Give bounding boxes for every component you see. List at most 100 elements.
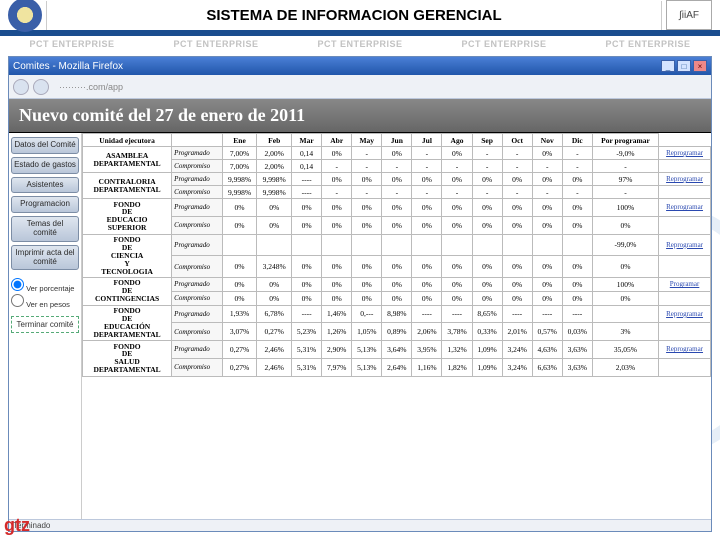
empty-link-cell [659, 160, 711, 173]
row-label-cell: Programado [172, 305, 223, 323]
radio-percent[interactable]: Ver porcentaje [11, 278, 79, 294]
value-cell [292, 234, 322, 256]
value-cell: 0% [382, 256, 412, 278]
reprogram-link[interactable]: Reprogramar [659, 199, 711, 217]
value-cell: - [472, 186, 502, 199]
value-cell: 0% [412, 173, 442, 186]
value-cell: 0% [222, 277, 257, 291]
value-cell: 0% [532, 256, 562, 278]
value-cell: 0% [382, 147, 412, 160]
table-row: Compromiso3,07%0,27%5,23%1,26%1,05%0,89%… [83, 323, 711, 341]
value-cell: - [442, 186, 472, 199]
value-cell: 0% [382, 291, 412, 305]
sidemenu-button[interactable]: Datos del Comité [11, 137, 79, 154]
table-row: Compromiso7,00%2,00%0,14---------- [83, 160, 711, 173]
table-row: FONDODEEDUCACIOSUPERIORProgramado0%0%0%0… [83, 199, 711, 217]
radio-pesos[interactable]: Ver en pesos [11, 294, 79, 310]
value-cell: 0% [412, 277, 442, 291]
close-button[interactable]: × [693, 60, 707, 72]
value-cell: 0% [442, 173, 472, 186]
value-cell: 0% [322, 256, 352, 278]
value-cell: 2,00% [257, 160, 292, 173]
value-cell: 8,98% [382, 305, 412, 323]
unit-name-cell: FONDODEEDUCACIÓNDEPARTAMENTAL [83, 305, 172, 341]
value-cell [472, 234, 502, 256]
row-label-cell: Compromiso [172, 256, 223, 278]
sidemenu-button[interactable]: Imprimir acta del comité [11, 245, 79, 271]
unit-name-cell: FONDODECONTINGENCIAS [83, 277, 172, 305]
value-cell: 0% [292, 256, 322, 278]
value-cell: 0% [532, 291, 562, 305]
unit-name-cell: FONDODESALUDDEPARTAMENTAL [83, 341, 172, 377]
table-column-header: Por programar [592, 134, 658, 147]
value-cell: 1,26% [322, 323, 352, 341]
address-bar[interactable]: ·········.com/app [59, 82, 707, 92]
value-cell: 0% [472, 291, 502, 305]
terminar-button[interactable]: Terminar comité [11, 316, 79, 333]
sidemenu-button[interactable]: Programacion [11, 196, 79, 213]
value-cell: 0% [532, 199, 562, 217]
view-mode-radios: Ver porcentaje Ver en pesos [11, 278, 79, 310]
value-cell [222, 234, 257, 256]
table-column-header: Abr [322, 134, 352, 147]
row-label-cell: Compromiso [172, 323, 223, 341]
sidemenu-button[interactable]: Estado de gastos [11, 157, 79, 174]
value-cell: 0,14 [292, 147, 322, 160]
value-cell: 100% [592, 277, 658, 291]
sidemenu-button[interactable]: Temas del comité [11, 216, 79, 242]
value-cell: - [322, 186, 352, 199]
empty-link-cell [659, 323, 711, 341]
forward-button[interactable] [33, 79, 49, 95]
reprogram-link[interactable]: Reprogramar [659, 234, 711, 256]
value-cell: 3,63% [562, 358, 592, 376]
table-column-header: Ago [442, 134, 472, 147]
slide-title: SISTEMA DE INFORMACION GERENCIAL [46, 1, 662, 30]
value-cell: 5,31% [292, 358, 322, 376]
value-cell: 0,03% [562, 323, 592, 341]
value-cell: - [562, 186, 592, 199]
value-cell: 5,23% [292, 323, 322, 341]
value-cell: - [352, 160, 382, 173]
empty-link-cell [659, 291, 711, 305]
maximize-button[interactable]: □ [677, 60, 691, 72]
value-cell [257, 234, 292, 256]
value-cell: 0% [257, 277, 292, 291]
value-cell: 0% [472, 199, 502, 217]
value-cell: - [532, 160, 562, 173]
reprogram-link[interactable]: Reprogramar [659, 147, 711, 160]
value-cell: 0,14 [292, 160, 322, 173]
reprogram-link[interactable]: Reprogramar [659, 341, 711, 359]
sidemenu-button[interactable]: Asistentes [11, 177, 79, 194]
value-cell: 0% [257, 216, 292, 234]
value-cell: 0% [592, 256, 658, 278]
value-cell: 0% [442, 291, 472, 305]
value-cell: 2,00% [257, 147, 292, 160]
value-cell: 0% [472, 256, 502, 278]
value-cell: 0,--- [352, 305, 382, 323]
value-cell: 0% [532, 277, 562, 291]
reprogram-link[interactable]: Reprogramar [659, 305, 711, 323]
slide-header: SISTEMA DE INFORMACION GERENCIAL ∫iiAF [0, 0, 720, 36]
value-cell: 0% [292, 277, 322, 291]
value-cell: 1,46% [322, 305, 352, 323]
table-column-header: Oct [502, 134, 532, 147]
reprogram-link[interactable]: Programar [659, 277, 711, 291]
reprogram-link[interactable]: Reprogramar [659, 173, 711, 186]
value-cell: - [322, 160, 352, 173]
table-row: Compromiso9,998%9,998%-------------- [83, 186, 711, 199]
value-cell: ---- [532, 305, 562, 323]
empty-link-cell [659, 186, 711, 199]
window-title: Comites - Mozilla Firefox [13, 61, 659, 72]
table-row: FONDODEEDUCACIÓNDEPARTAMENTALProgramado1… [83, 305, 711, 323]
row-label-cell: Compromiso [172, 358, 223, 376]
value-cell: ---- [442, 305, 472, 323]
value-cell [502, 234, 532, 256]
minimize-button[interactable]: _ [661, 60, 675, 72]
back-button[interactable] [13, 79, 29, 95]
value-cell: 1,93% [222, 305, 257, 323]
table-row: Compromiso0,27%2,46%5,31%7,97%5,13%2,64%… [83, 358, 711, 376]
value-cell: 5,31% [292, 341, 322, 359]
value-cell: 0% [352, 291, 382, 305]
window-titlebar: Comites - Mozilla Firefox _ □ × [9, 57, 711, 75]
value-cell: 0% [382, 277, 412, 291]
